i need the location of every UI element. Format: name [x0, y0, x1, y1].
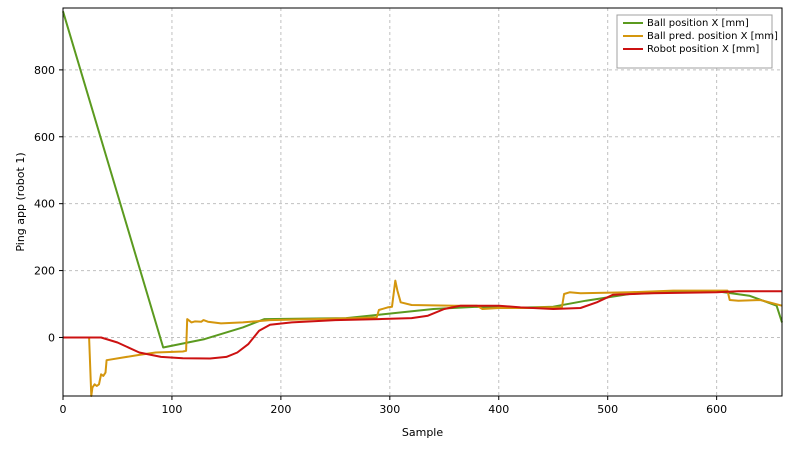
x-tick-label: 0 [60, 403, 67, 416]
x-tick-label: 500 [597, 403, 618, 416]
x-tick-label: 200 [270, 403, 291, 416]
legend-entry-label: Ball pred. position X [mm] [647, 31, 778, 42]
y-tick-label: 800 [34, 64, 55, 77]
y-axis-label: Ping app (robot 1) [14, 152, 27, 251]
ticks: 0 100 200 300 400 500 600 0 200 400 600 800 [34, 64, 727, 416]
y-tick-label: 600 [34, 131, 55, 144]
x-axis-label: Sample [402, 426, 443, 439]
x-tick-label: 300 [379, 403, 400, 416]
series-layer [62, 11, 783, 397]
series-line-2 [63, 279, 783, 397]
y-tick-label: 0 [48, 331, 55, 344]
grid [63, 8, 782, 396]
series-line-3 [63, 290, 782, 360]
x-tick-label: 600 [706, 403, 727, 416]
y-tick-label: 200 [34, 265, 55, 278]
legend: Ball position X [mm] Ball pred. position … [616, 14, 778, 69]
plot-border [62, 7, 783, 397]
legend-entry-label: Robot position X [mm] [647, 44, 759, 55]
legend-entry-label: Ball position X [mm] [647, 18, 749, 29]
y-tick-label: 400 [34, 198, 55, 211]
x-tick-label: 100 [161, 403, 182, 416]
x-tick-label: 400 [488, 403, 509, 416]
